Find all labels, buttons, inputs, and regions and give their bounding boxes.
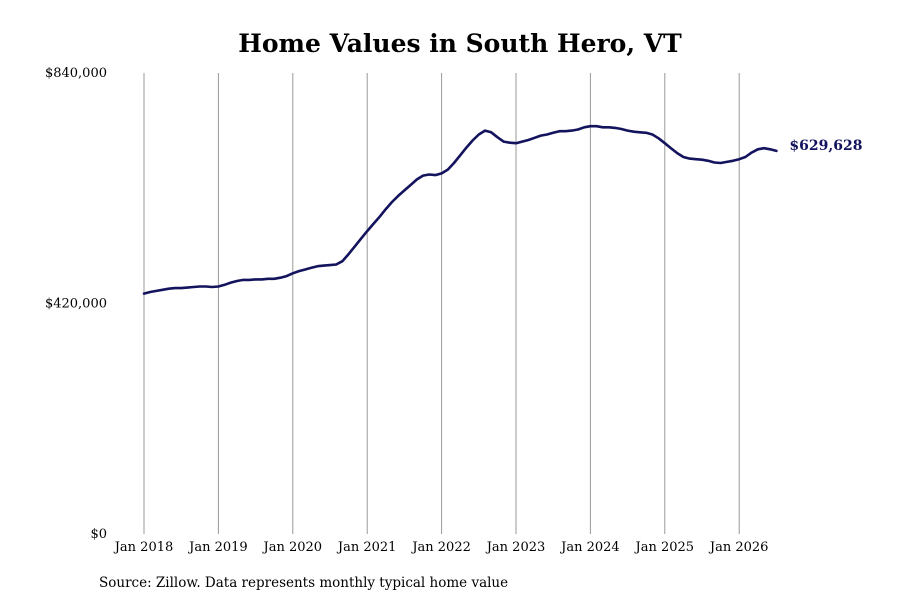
x-tick-label: Jan 2023 <box>485 540 546 555</box>
x-tick-label: Jan 2022 <box>410 540 471 555</box>
y-tick-label: $420,000 <box>45 297 107 312</box>
x-tick-label: Jan 2026 <box>708 540 769 555</box>
x-tick-label: Jan 2021 <box>336 540 397 555</box>
y-tick-label: $0 <box>90 527 107 542</box>
y-tick-label: $840,000 <box>45 66 107 81</box>
y-axis-ticks: $0 $420,000 $840,000 <box>45 66 107 542</box>
chart-title: Home Values in South Hero, VT <box>238 29 682 58</box>
x-tick-label: Jan 2024 <box>559 540 620 555</box>
x-tick-label: Jan 2020 <box>262 540 323 555</box>
x-tick-label: Jan 2025 <box>634 540 695 555</box>
source-note: Source: Zillow. Data represents monthly … <box>99 575 508 591</box>
home-value-line <box>142 124 778 295</box>
end-value-label: $629,628 <box>789 138 862 154</box>
x-tick-label: Jan 2019 <box>187 540 248 555</box>
vertical-gridlines <box>143 73 740 534</box>
x-tick-label: Jan 2018 <box>113 540 174 555</box>
x-axis-ticks: Jan 2018 Jan 2019 Jan 2020 Jan 2021 Jan 2022… <box>113 540 769 555</box>
